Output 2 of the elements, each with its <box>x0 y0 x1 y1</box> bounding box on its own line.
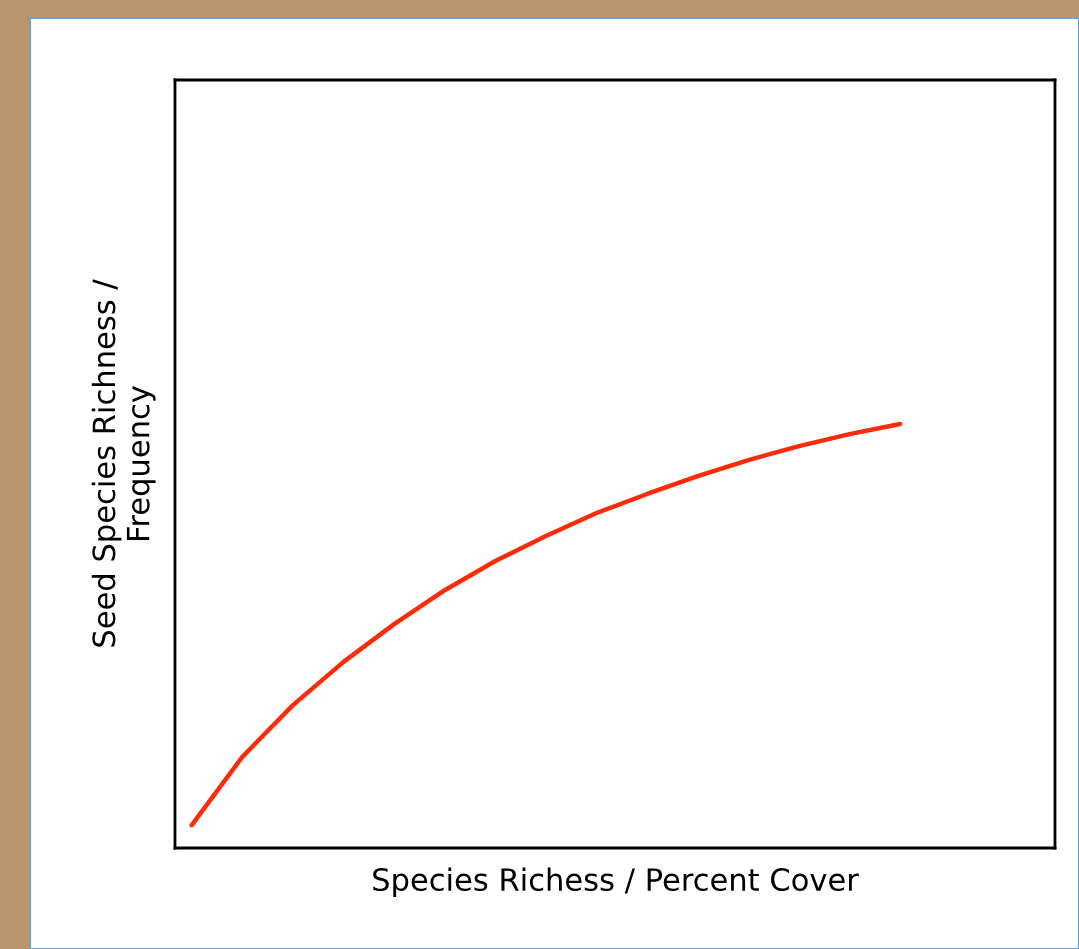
y-axis-title: Seed Species Richness / Frequency <box>91 279 156 647</box>
x-axis-title: Species Richess / Percent Cover <box>373 867 859 898</box>
